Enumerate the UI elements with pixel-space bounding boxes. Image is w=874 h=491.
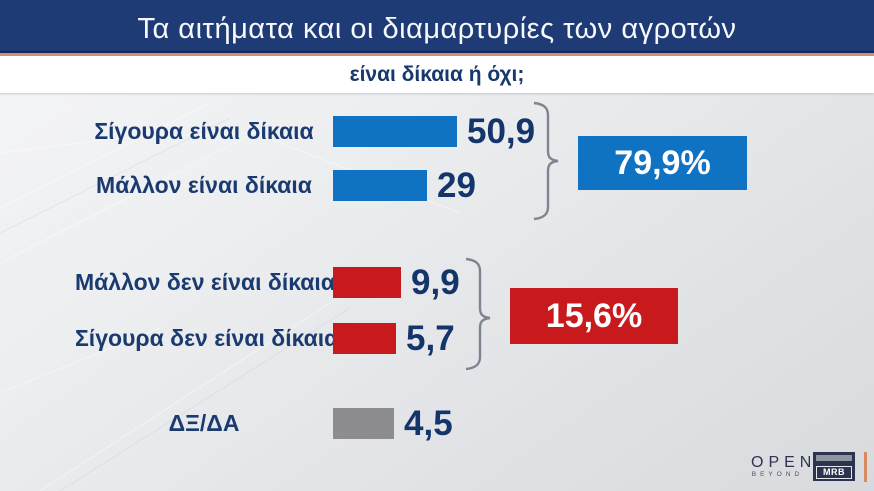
page-subtitle: είναι δίκαια ή όχι; <box>349 62 525 86</box>
value-label: 4,5 <box>404 404 453 443</box>
bar-probably-not-fair <box>333 267 401 298</box>
bar-dont-know <box>333 408 394 439</box>
bar-row-certainly-not-fair: Σίγουρα δεν είναι δίκαια 5,7 <box>0 319 874 358</box>
category-label: Σίγουρα είναι δίκαια <box>94 118 314 144</box>
group-total-fair: 79,9% <box>578 136 747 190</box>
bar-row-certainly-fair: Σίγουρα είναι δίκαια 50,9 <box>0 112 874 151</box>
footer-orange-divider <box>864 452 867 482</box>
group-total-fair-label: 79,9% <box>614 143 711 182</box>
bar-row-dont-know: ΔΞ/ΔΑ 4,5 <box>0 404 874 443</box>
category-label: Σίγουρα δεν είναι δίκαια <box>75 325 339 351</box>
bar-row-probably-fair: Μάλλον είναι δίκαια 29 <box>0 166 874 205</box>
value-label: 9,9 <box>411 263 460 302</box>
salmon-divider <box>0 53 874 56</box>
category-label: Μάλλον είναι δίκαια <box>96 172 312 198</box>
page-title: Τα αιτήματα και οι διαμαρτυρίες των αγρο… <box>137 13 737 45</box>
bar-certainly-fair <box>333 116 457 147</box>
header-band: Τα αιτήματα και οι διαμαρτυρίες των αγρο… <box>0 0 874 53</box>
bracket-fair-group <box>533 101 559 221</box>
group-total-not-fair-label: 15,6% <box>545 296 643 335</box>
mrb-logo-text: MRB <box>816 466 852 479</box>
subheader-band: είναι δίκαια ή όχι; <box>0 56 874 93</box>
open-logo-beyond: BEYOND <box>751 471 804 478</box>
open-tv-logo: OPEN BEYOND <box>747 454 817 479</box>
value-label: 5,7 <box>406 319 455 358</box>
bracket-not-fair-group <box>465 257 491 371</box>
value-label: 29 <box>437 166 476 205</box>
bar-certainly-not-fair <box>333 323 396 354</box>
bar-probably-fair <box>333 170 427 201</box>
open-logo-word: OPEN <box>751 454 817 471</box>
mrb-logo-stripe <box>816 455 852 461</box>
category-label: Μάλλον δεν είναι δίκαια <box>75 269 335 295</box>
group-total-not-fair: 15,6% <box>510 288 678 344</box>
value-label: 50,9 <box>467 112 536 151</box>
mrb-logo: MRB <box>813 452 855 481</box>
bar-row-probably-not-fair: Μάλλον δεν είναι δίκαια 9,9 <box>0 263 874 302</box>
category-label: ΔΞ/ΔΑ <box>168 410 240 436</box>
